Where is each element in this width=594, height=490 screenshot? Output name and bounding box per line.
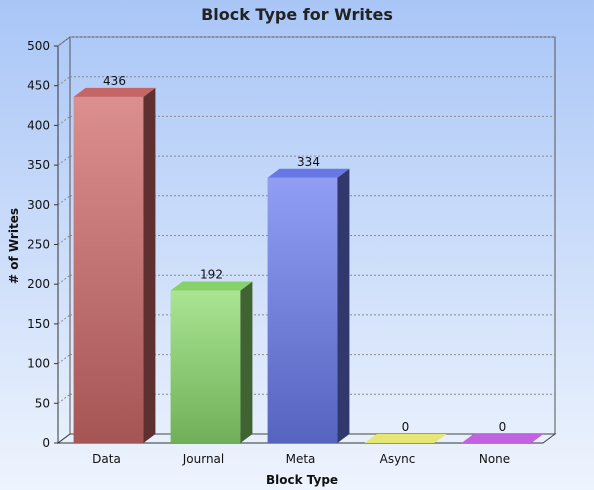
- gridline-side: [57, 393, 71, 404]
- y-tick-label: 400: [27, 118, 50, 132]
- y-tick-label: 500: [27, 39, 50, 53]
- y-tick-label: 450: [27, 79, 50, 93]
- data-label: 334: [297, 155, 320, 169]
- bar-side: [240, 281, 253, 443]
- bar-front: [73, 96, 144, 443]
- x-tick-label: Meta: [286, 452, 316, 466]
- y-tick-label: 350: [27, 158, 50, 172]
- y-tick-label: 150: [27, 317, 50, 331]
- x-axis-title: Block Type: [266, 473, 338, 487]
- bar-async: [364, 434, 447, 443]
- y-tick-label: 50: [35, 396, 50, 410]
- data-label: 436: [103, 74, 126, 88]
- bar-front: [170, 290, 241, 443]
- data-label: 0: [499, 420, 507, 434]
- bars: [73, 87, 544, 443]
- labels: 0 50 100 150 200 250 300 350 400 450 500 436 Data 192…: [27, 39, 510, 466]
- gridline-side: [57, 235, 71, 245]
- y-tick-label: 250: [27, 238, 50, 252]
- y-tick-label: 200: [27, 277, 50, 291]
- bar-top: [267, 168, 350, 178]
- bar-side: [143, 87, 156, 443]
- gridline-side: [57, 274, 71, 285]
- y-tick-label: 0: [42, 436, 50, 450]
- bar-top: [170, 281, 253, 291]
- y-axis-title: # of Writes: [7, 208, 21, 284]
- gridline-side: [57, 76, 71, 87]
- gridline-side: [57, 116, 71, 126]
- bar-front: [267, 177, 338, 443]
- gridline-side: [57, 155, 71, 166]
- chart-title: Block Type for Writes: [201, 5, 393, 24]
- x-tick-label: Async: [380, 452, 416, 466]
- gridline-side: [57, 36, 71, 47]
- gridline-side: [57, 354, 71, 365]
- bar-journal: [170, 281, 253, 443]
- bar-none: [461, 434, 544, 443]
- gridline-side: [57, 195, 71, 206]
- y-tick-label: 300: [27, 198, 50, 212]
- x-tick-label: Journal: [182, 452, 225, 466]
- bar-meta: [267, 168, 350, 443]
- bar-top: [461, 434, 544, 443]
- bar-side: [337, 168, 350, 443]
- y-tick-label: 100: [27, 357, 50, 371]
- bar-top: [364, 434, 447, 443]
- gridline-side: [57, 314, 71, 325]
- data-label: 192: [200, 268, 223, 282]
- bar-data: [73, 87, 156, 443]
- x-tick-label: None: [479, 452, 510, 466]
- data-label: 0: [402, 420, 410, 434]
- bar-top: [73, 87, 156, 97]
- x-tick-label: Data: [92, 452, 121, 466]
